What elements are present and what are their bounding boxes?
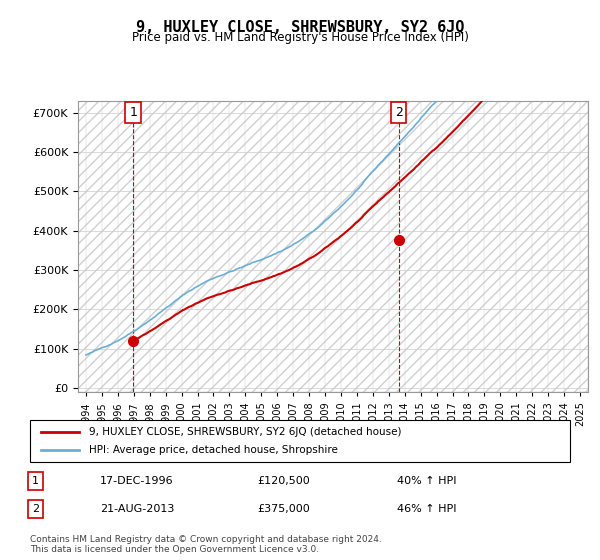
Text: 2: 2 <box>395 106 403 119</box>
Text: 46% ↑ HPI: 46% ↑ HPI <box>397 504 457 514</box>
Text: Price paid vs. HM Land Registry's House Price Index (HPI): Price paid vs. HM Land Registry's House … <box>131 31 469 44</box>
Text: £120,500: £120,500 <box>257 476 310 486</box>
Text: 40% ↑ HPI: 40% ↑ HPI <box>397 476 457 486</box>
Text: 9, HUXLEY CLOSE, SHREWSBURY, SY2 6JQ (detached house): 9, HUXLEY CLOSE, SHREWSBURY, SY2 6JQ (de… <box>89 427 402 437</box>
Text: 17-DEC-1996: 17-DEC-1996 <box>100 476 174 486</box>
Text: Contains HM Land Registry data © Crown copyright and database right 2024.
This d: Contains HM Land Registry data © Crown c… <box>30 535 382 554</box>
Text: 1: 1 <box>32 476 39 486</box>
Text: HPI: Average price, detached house, Shropshire: HPI: Average price, detached house, Shro… <box>89 445 338 455</box>
Text: £375,000: £375,000 <box>257 504 310 514</box>
Text: 21-AUG-2013: 21-AUG-2013 <box>100 504 175 514</box>
Text: 1: 1 <box>129 106 137 119</box>
Text: 9, HUXLEY CLOSE, SHREWSBURY, SY2 6JQ: 9, HUXLEY CLOSE, SHREWSBURY, SY2 6JQ <box>136 20 464 35</box>
FancyBboxPatch shape <box>30 420 570 462</box>
Text: 2: 2 <box>32 504 39 514</box>
